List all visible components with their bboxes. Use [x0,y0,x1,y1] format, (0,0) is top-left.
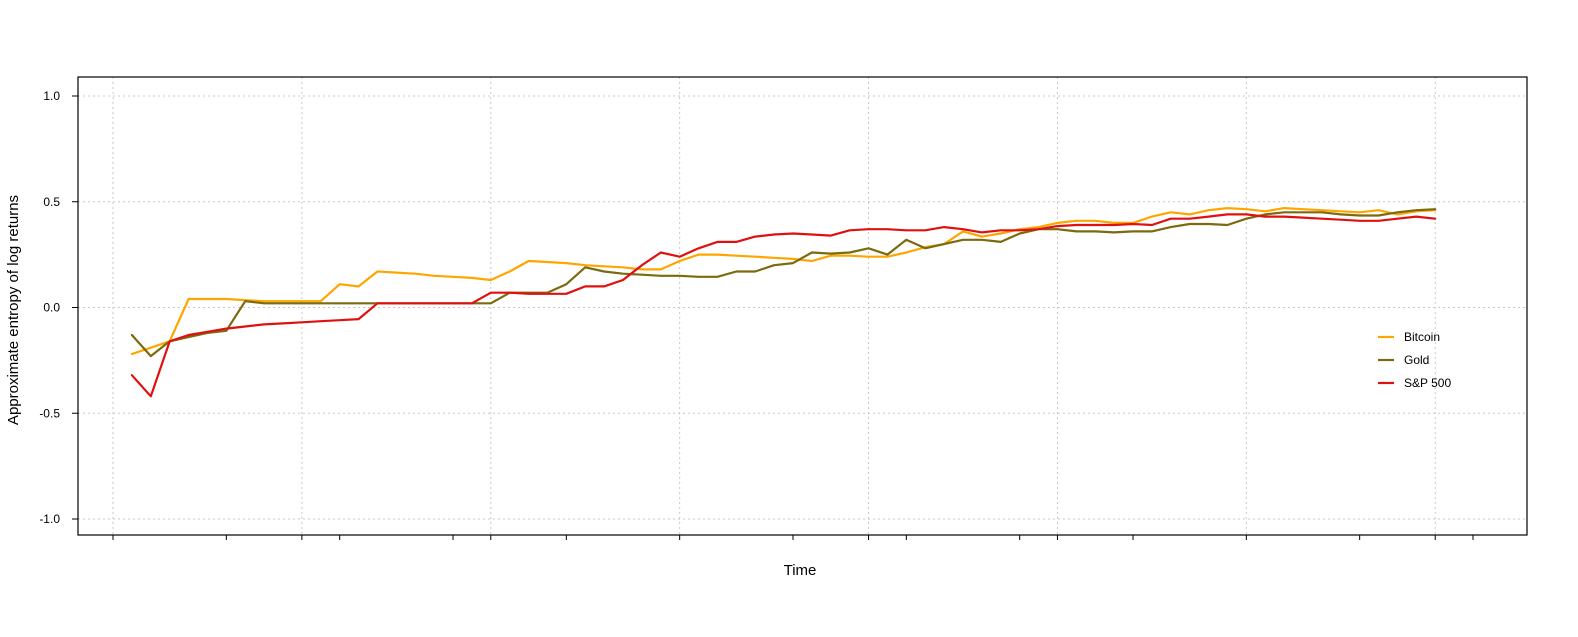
y-tick-label: -1.0 [39,512,60,526]
y-tick-label: -0.5 [39,406,60,420]
x-axis-title: Time [784,562,817,579]
legend-label-s-p-500: S&P 500 [1404,376,1451,390]
legend: Bitcoin Gold S&P 500 [1378,330,1451,390]
grid-layer [78,77,1527,535]
y-axis-title: Approximate entropy of log returns [5,195,22,425]
series-layer [130,207,1437,398]
series-line-s-p-500 [130,213,1437,398]
y-tick-label: 0.0 [43,301,60,315]
axis-layer: -1.0 -0.5 0.0 0.5 1.0 [39,89,1474,540]
legend-label-gold: Gold [1404,353,1429,367]
y-tick-label: 0.5 [43,195,60,209]
y-tick-label: 1.0 [43,89,60,103]
plot-frame [77,76,1528,536]
series-line-bitcoin [130,207,1437,356]
series-line-gold [130,208,1437,358]
legend-label-bitcoin: Bitcoin [1404,330,1440,344]
